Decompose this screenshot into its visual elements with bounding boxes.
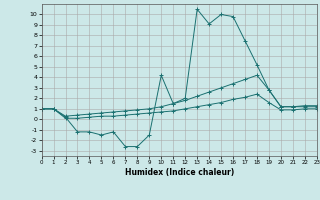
X-axis label: Humidex (Indice chaleur): Humidex (Indice chaleur) bbox=[124, 168, 234, 177]
